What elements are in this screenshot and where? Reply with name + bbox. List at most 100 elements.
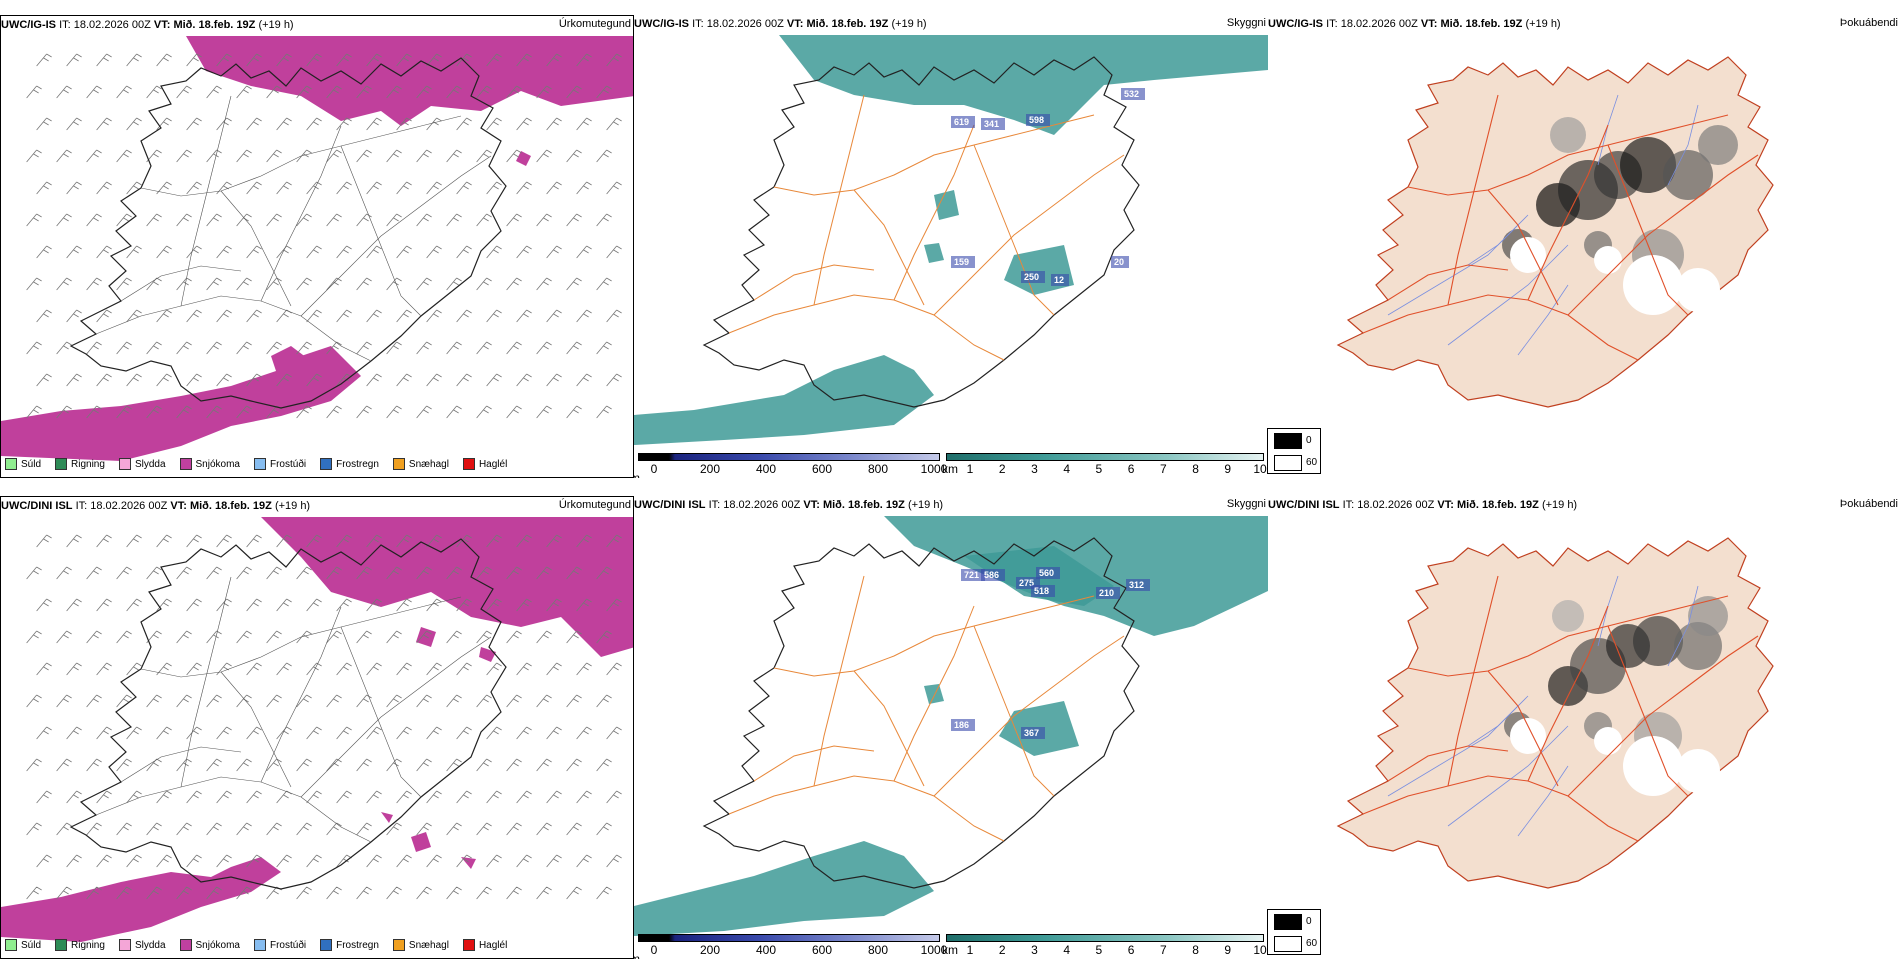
road-line	[1487, 670, 1559, 787]
visibility-tick: 2	[998, 462, 1006, 476]
it-value: 18.02.2026 00Z	[1340, 18, 1418, 30]
road-line	[1362, 775, 1639, 842]
wind-barb	[356, 213, 372, 227]
wind-barb	[606, 662, 622, 676]
fog-area	[1663, 150, 1713, 200]
wind-barb	[216, 790, 232, 804]
wind-barb	[56, 213, 72, 227]
wind-barb	[66, 726, 82, 740]
wind-barb	[236, 758, 252, 772]
wind-barb	[176, 149, 192, 163]
rivers	[1387, 94, 1699, 356]
ceiling-tick: 200	[699, 943, 721, 957]
legend-swatch	[55, 939, 68, 951]
road-line	[1362, 294, 1639, 361]
fog-title: Þokuábendi	[1839, 17, 1898, 29]
wind-barb	[86, 405, 102, 419]
road-line	[180, 576, 232, 788]
wind-barb	[296, 566, 312, 580]
visibility-tick: 7	[1159, 462, 1167, 476]
wind-barb	[36, 726, 52, 740]
iceland-land	[1336, 56, 1774, 408]
road-line	[95, 295, 372, 362]
wind-barb	[506, 341, 522, 355]
wind-barb	[296, 886, 312, 900]
wind-barb	[606, 181, 622, 195]
river	[1447, 725, 1569, 827]
ceiling-tick: 1000	[920, 462, 948, 476]
wind-barb	[176, 405, 192, 419]
wind-barb	[516, 534, 532, 548]
wind-barb	[66, 117, 82, 131]
iceland-outline	[69, 57, 507, 409]
wind-barb	[476, 341, 492, 355]
visibility-map: 619 341 598 532 159 250 12 20	[634, 35, 1268, 445]
fog-legend: 0 60	[1267, 909, 1321, 955]
wind-barb	[156, 373, 172, 387]
wind-barb	[506, 822, 522, 836]
legend-label: Frostúði	[269, 458, 307, 470]
wind-barb	[156, 53, 172, 67]
wind-barb	[206, 277, 222, 291]
ceiling-label-bg	[951, 116, 975, 128]
wind-barb	[386, 85, 402, 99]
wind-barb	[566, 277, 582, 291]
visibility-tick: 2	[998, 943, 1006, 957]
legend-swatch	[179, 939, 192, 951]
wind-barb	[416, 277, 432, 291]
wind-barb	[516, 726, 532, 740]
wind-barb	[456, 117, 472, 131]
wind-barb	[246, 598, 262, 612]
wind-barb	[536, 341, 552, 355]
wind-barb	[146, 694, 162, 708]
wind-barb	[86, 822, 102, 836]
wind-barb	[576, 534, 592, 548]
wind-barb	[206, 566, 222, 580]
wind-barb	[326, 149, 342, 163]
ceiling-label: 210	[1099, 588, 1114, 598]
wind-barb	[546, 309, 562, 323]
wind-barb	[236, 630, 252, 644]
wind-barb	[86, 149, 102, 163]
wind-barb	[276, 181, 292, 195]
wind-barb	[456, 309, 472, 323]
visibility-tick: 8	[1192, 462, 1199, 476]
legend-label: Frostregn	[336, 458, 379, 470]
wind-barb	[386, 630, 402, 644]
snow-area	[261, 517, 633, 657]
ceiling-unit: m	[634, 471, 640, 478]
wind-barb	[596, 566, 612, 580]
wind-barb	[366, 790, 382, 804]
wind-barb	[516, 373, 532, 387]
wind-barb	[446, 630, 462, 644]
wind-barbs	[26, 53, 622, 419]
wind-barb	[516, 309, 532, 323]
vt-value: Mið. 18.feb. 19Z	[1440, 18, 1523, 30]
ceiling-labels: 619 341 598 532 159 250 12 20	[951, 88, 1145, 286]
road-line	[1487, 189, 1559, 306]
road-line	[1387, 745, 1509, 782]
ceiling-label: 721	[964, 570, 979, 580]
visibility-tick: 3	[1031, 943, 1038, 957]
wind-barb	[206, 405, 222, 419]
wind-barb	[416, 405, 432, 419]
wind-barb	[86, 341, 102, 355]
wind-barb	[116, 85, 132, 99]
wind-barb	[66, 598, 82, 612]
wind-barb	[606, 534, 622, 548]
wind-barb	[476, 566, 492, 580]
wind-barb	[596, 213, 612, 227]
wind-barb	[186, 181, 202, 195]
ceiling-label: 586	[984, 570, 999, 580]
wind-barb	[156, 309, 172, 323]
snow-area	[479, 647, 496, 662]
wind-barb	[126, 790, 142, 804]
ceiling-colorbar: m 0 200 400 600 800 1000	[634, 453, 947, 478]
wind-barb	[576, 790, 592, 804]
ceiling-label-bg	[1036, 567, 1060, 579]
wind-barb	[96, 662, 112, 676]
wind-barb	[366, 309, 382, 323]
wind-barb	[26, 213, 42, 227]
wind-barb	[386, 694, 402, 708]
wind-barb	[156, 854, 172, 868]
